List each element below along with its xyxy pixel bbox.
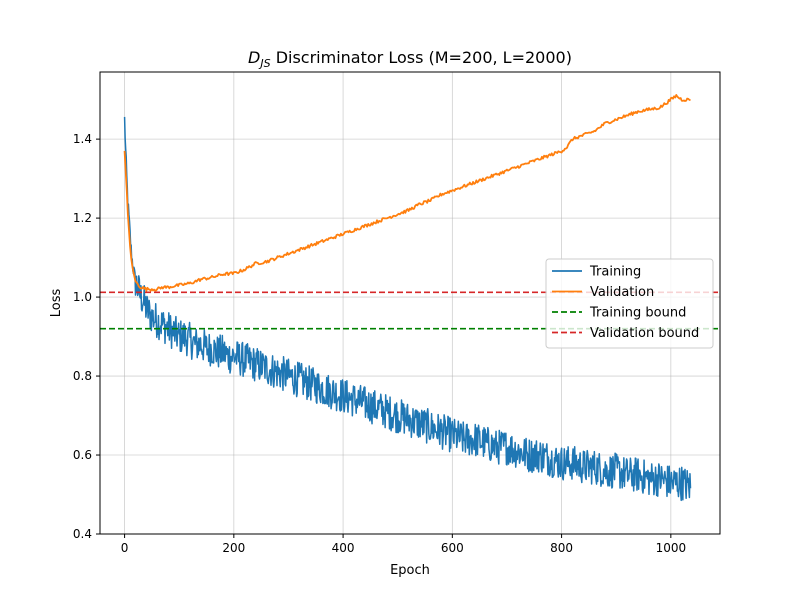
series-line-training — [123, 116, 692, 502]
y-tick-label: 0.8 — [73, 369, 92, 383]
y-tick-label: 0.6 — [73, 448, 92, 462]
y-tick-label: 1.0 — [73, 290, 92, 304]
legend-label-validation-bound: Validation bound — [590, 326, 699, 341]
x-tick-label: 200 — [222, 541, 245, 555]
x-tick-label: 600 — [441, 541, 464, 555]
x-tick-label: 0 — [121, 541, 129, 555]
y-tick-label: 1.4 — [73, 132, 92, 146]
y-tick-label: 1.2 — [73, 211, 92, 225]
series-line-validation — [123, 94, 691, 292]
legend-label-training-bound: Training bound — [589, 306, 686, 321]
title-sub: JS — [258, 57, 270, 70]
legend-label-validation: Validation — [590, 285, 654, 300]
chart-title: DJS Discriminator Loss (M=200, L=2000) — [248, 48, 572, 70]
x-tick-label: 800 — [550, 541, 573, 555]
y-tick-label: 0.4 — [73, 527, 92, 541]
y-axis-label: Loss — [49, 289, 64, 318]
title-rest: Discriminator Loss (M=200, L=2000) — [271, 48, 572, 67]
legend-label-training: Training — [589, 265, 641, 280]
ticks: 0 200 400 600 800 1000 0.4 0.6 0.8 1.0 1.2 1.4 — [73, 132, 686, 555]
plot-frame — [99, 71, 721, 535]
x-axis-label: Epoch — [390, 563, 430, 578]
title-main: D — [248, 48, 260, 67]
x-tick-label: 400 — [332, 541, 355, 555]
x-tick-label: 1000 — [656, 541, 687, 555]
legend-box — [545, 258, 714, 349]
legend: Training Validation Training bound Validati… — [545, 258, 714, 349]
